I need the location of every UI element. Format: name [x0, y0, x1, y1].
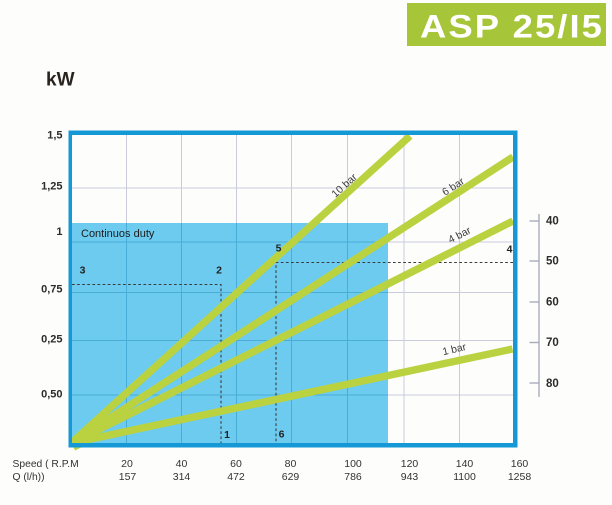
svg-text:Q (l/h)): Q (l/h)) [13, 472, 45, 483]
svg-text:40: 40 [176, 458, 188, 470]
svg-text:472: 472 [227, 471, 245, 483]
svg-text:50: 50 [546, 256, 559, 268]
svg-text:1 bar: 1 bar [441, 341, 468, 358]
svg-text:157: 157 [119, 471, 137, 483]
svg-text:943: 943 [401, 471, 419, 483]
svg-text:2: 2 [216, 265, 222, 277]
svg-text:160: 160 [511, 458, 529, 470]
svg-text:4: 4 [507, 244, 513, 256]
svg-text:786: 786 [344, 471, 362, 483]
svg-text:80: 80 [285, 458, 297, 470]
svg-text:kW: kW [46, 70, 75, 91]
svg-text:60: 60 [546, 297, 559, 309]
svg-text:ASP 25/I5: ASP 25/I5 [420, 10, 604, 45]
svg-text:20: 20 [121, 458, 133, 470]
svg-text:100: 100 [344, 458, 362, 470]
svg-text:0,50: 0,50 [41, 389, 62, 401]
svg-text:629: 629 [282, 471, 300, 483]
svg-text:120: 120 [401, 458, 419, 470]
svg-text:1: 1 [56, 226, 62, 238]
svg-text:1: 1 [224, 429, 230, 441]
svg-text:140: 140 [456, 458, 474, 470]
svg-text:1,5: 1,5 [47, 130, 62, 142]
svg-text:1100: 1100 [453, 471, 476, 483]
svg-text:80: 80 [546, 378, 559, 390]
svg-text:0,25: 0,25 [41, 334, 62, 346]
svg-text:5: 5 [276, 243, 282, 255]
svg-text:6: 6 [279, 429, 285, 441]
svg-text:314: 314 [173, 471, 191, 483]
svg-text:0,75: 0,75 [41, 284, 62, 296]
svg-text:40: 40 [546, 216, 559, 228]
svg-text:Speed ( R.P.M: Speed ( R.P.M [13, 459, 79, 470]
svg-text:60: 60 [230, 458, 242, 470]
svg-text:70: 70 [546, 337, 559, 349]
svg-text:Continuos duty: Continuos duty [81, 228, 155, 240]
svg-text:3: 3 [80, 265, 86, 277]
svg-text:1258: 1258 [508, 471, 532, 483]
svg-text:1,25: 1,25 [41, 180, 62, 192]
